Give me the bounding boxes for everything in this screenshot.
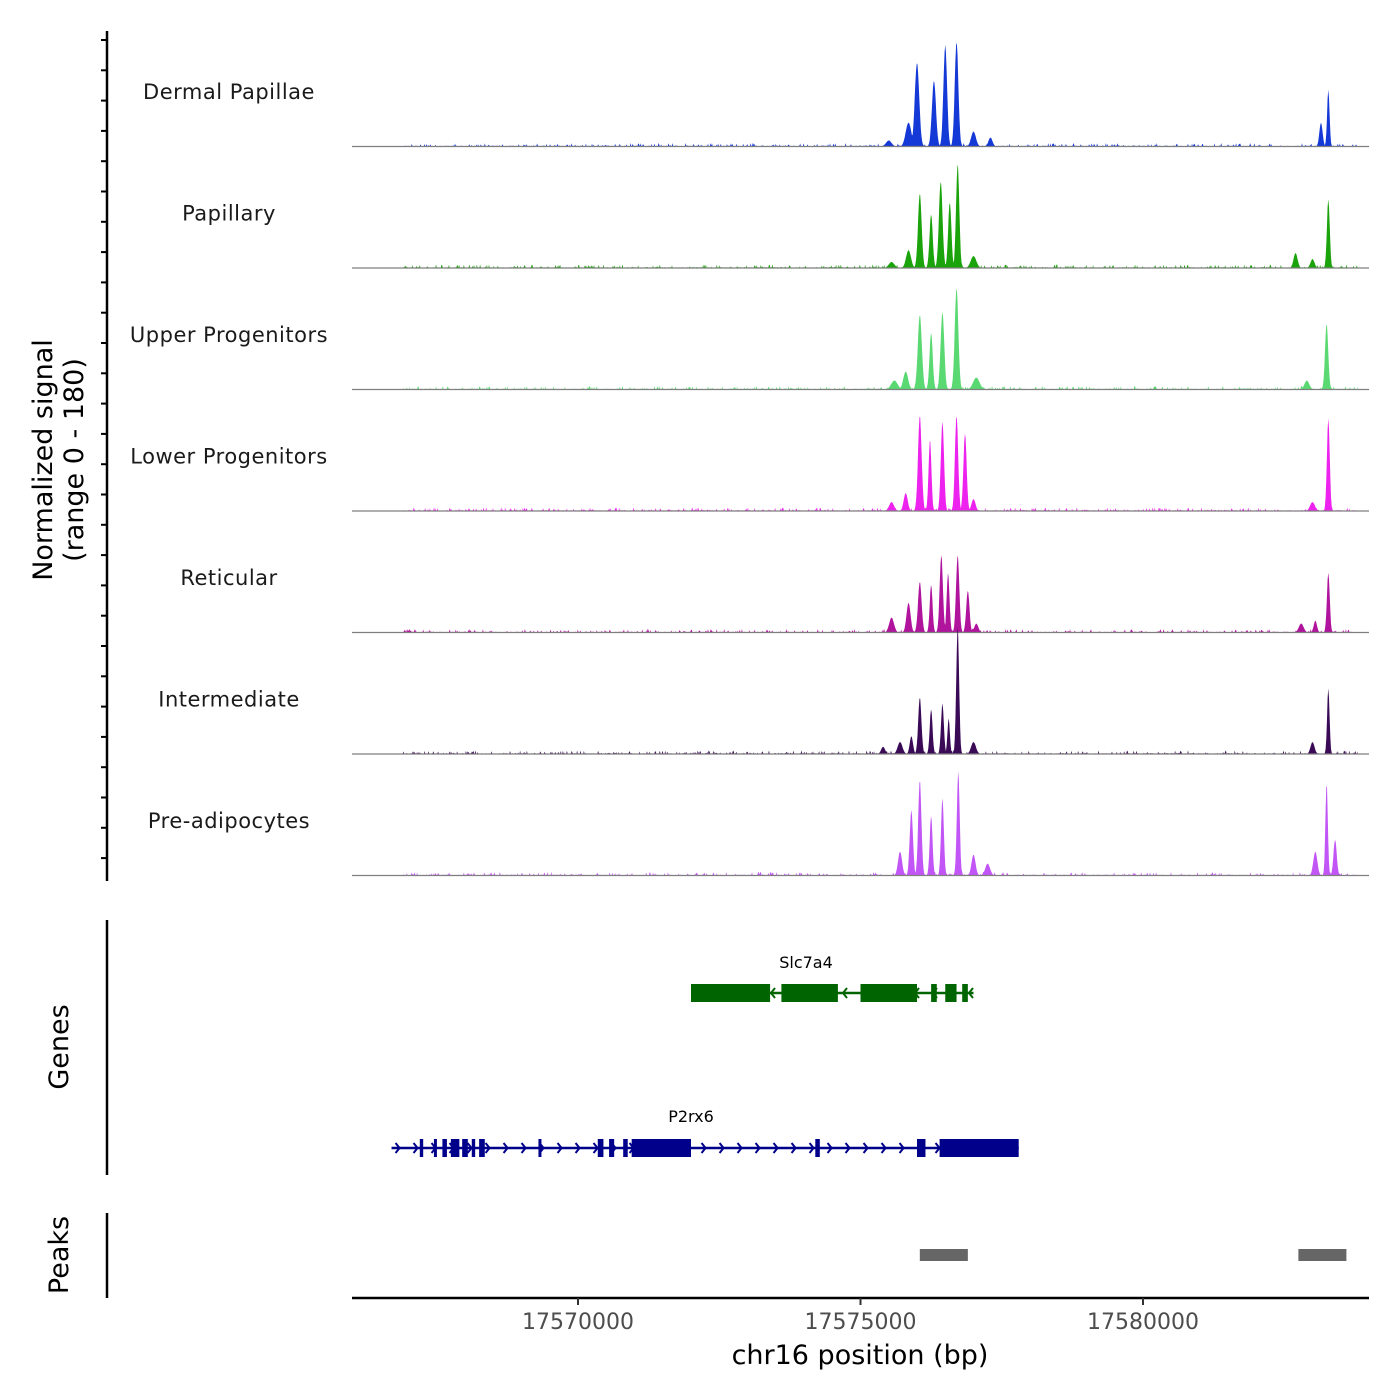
coverage-track: Lower Progenitors — [130, 416, 1369, 512]
gene-exon — [609, 1139, 615, 1157]
strand-arrow — [736, 1142, 743, 1154]
track-label: Reticular — [180, 566, 277, 590]
gene-exon — [442, 1139, 447, 1157]
x-axis-ticks: 17570000 17575000 17580000 — [522, 1298, 1199, 1335]
track-label: Intermediate — [158, 688, 300, 712]
strand-arrow — [700, 1142, 707, 1154]
strand-arrow — [841, 987, 848, 999]
gene-exon — [815, 1139, 820, 1157]
strand-arrow — [808, 1142, 815, 1154]
strand-arrow — [484, 1142, 491, 1154]
coverage-track: Intermediate — [158, 627, 1369, 755]
strand-arrow — [934, 1142, 941, 1154]
coverage-area — [402, 288, 1358, 390]
gene-exon — [631, 1139, 691, 1157]
strand-arrow — [790, 1142, 797, 1154]
gene-exon — [471, 1139, 476, 1157]
y-axis-title-line2: (range 0 - 180) — [59, 358, 90, 562]
coverage-area — [402, 164, 1358, 268]
gene-model: Slc7a4 — [691, 953, 974, 1002]
coverage-area — [402, 42, 1358, 147]
genes-panel-title: Genes — [44, 1004, 75, 1089]
coverage-track: Pre-adipocytes — [148, 771, 1369, 877]
peak-region-bar — [919, 1249, 968, 1261]
coverage-track: Upper Progenitors — [130, 288, 1369, 391]
strand-arrow — [769, 987, 776, 999]
gene-exon — [538, 1139, 542, 1157]
strand-arrow — [754, 1142, 761, 1154]
coverage-area — [402, 555, 1358, 633]
strand-arrow — [502, 1142, 509, 1154]
strand-arrow — [967, 987, 974, 999]
x-tick-label: 17580000 — [1087, 1310, 1199, 1335]
signal-y-ticks — [101, 39, 107, 860]
gene-exon — [597, 1139, 604, 1157]
y-axis-title-line1: Normalized signal — [28, 339, 59, 581]
strand-arrow — [826, 1142, 833, 1154]
gene-exon — [623, 1139, 628, 1157]
gene-exon — [419, 1139, 424, 1157]
strand-arrow — [898, 1142, 905, 1154]
x-tick-label: 17575000 — [805, 1310, 917, 1335]
gene-exon — [939, 1139, 1019, 1157]
gene-name-label: Slc7a4 — [779, 953, 833, 972]
gene-exon — [479, 1139, 485, 1157]
track-label: Dermal Papillae — [143, 80, 315, 104]
gene-exon — [931, 984, 937, 1002]
gene-exon — [945, 984, 957, 1002]
gene-exon — [462, 1139, 468, 1157]
strand-arrow — [574, 1142, 581, 1154]
coverage-area — [402, 416, 1358, 511]
gene-exon — [691, 984, 771, 1002]
x-tick-label: 17570000 — [522, 1310, 634, 1335]
strand-arrow — [772, 1142, 779, 1154]
coverage-area — [402, 771, 1358, 876]
track-label: Pre-adipocytes — [148, 809, 310, 833]
gene-exon — [450, 1139, 460, 1157]
strand-arrow — [394, 1142, 401, 1154]
coverage-track: Dermal Papillae — [143, 42, 1369, 148]
peak-region-bar — [1298, 1249, 1347, 1261]
peaks-panel-title: Peaks — [44, 1216, 75, 1294]
track-label: Papillary — [182, 202, 276, 226]
x-axis-title: chr16 position (bp) — [732, 1340, 989, 1371]
coverage-tracks: Dermal Papillae Papillary Upper Progenitor… — [130, 42, 1369, 877]
coverage-area — [402, 627, 1358, 754]
strand-arrow — [862, 1142, 869, 1154]
strand-arrow — [412, 1142, 419, 1154]
gene-exon — [917, 1139, 926, 1157]
track-label: Upper Progenitors — [130, 323, 328, 347]
strand-arrow — [880, 1142, 887, 1154]
gene-annotations: Slc7a4 P2rx6 — [391, 953, 1019, 1157]
strand-arrow — [466, 1142, 473, 1154]
peak-regions — [919, 1249, 1347, 1261]
gene-exon — [433, 1139, 437, 1157]
gene-exon — [962, 984, 968, 1002]
strand-arrow — [520, 1142, 527, 1154]
strand-arrow — [556, 1142, 563, 1154]
strand-arrow — [592, 1142, 599, 1154]
strand-arrow — [718, 1142, 725, 1154]
coverage-track: Papillary — [182, 164, 1369, 269]
gene-name-label: P2rx6 — [668, 1107, 714, 1126]
track-label: Lower Progenitors — [130, 445, 327, 469]
coverage-track: Reticular — [180, 555, 1369, 634]
gene-exon — [781, 984, 838, 1002]
gene-model: P2rx6 — [391, 1107, 1019, 1157]
gene-exon — [860, 984, 917, 1002]
strand-arrow — [844, 1142, 851, 1154]
y-axis-title: Normalized signal (range 0 - 180) — [28, 339, 90, 581]
